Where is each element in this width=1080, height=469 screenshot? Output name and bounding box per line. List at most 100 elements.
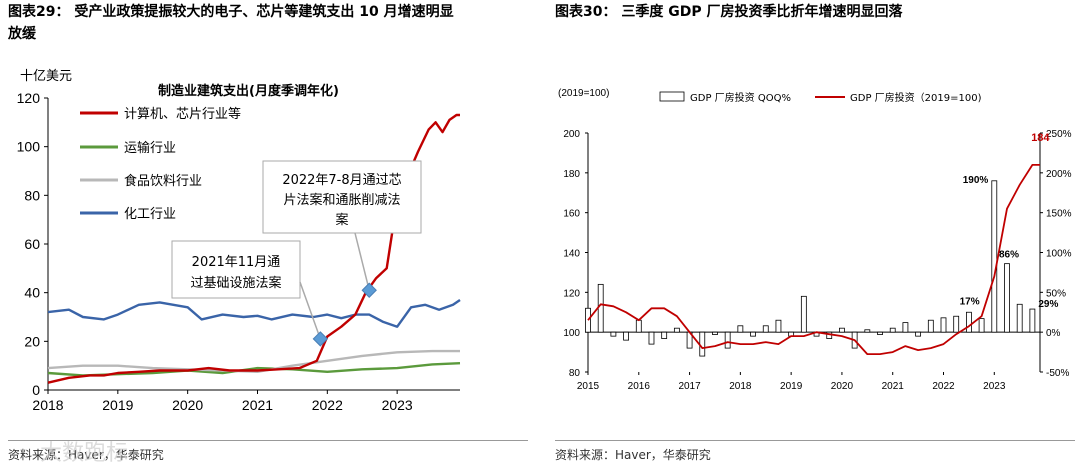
right-right-tick-label: 0%	[1046, 328, 1061, 339]
qoq-bar	[648, 331, 655, 345]
qoq-bar	[737, 325, 744, 333]
left-bottom-divider	[8, 440, 528, 441]
right-right-tick-label: -50%	[1046, 368, 1069, 379]
right-figure-title: 图表30： 三季度 GDP 厂房投资季比折年增速明显回落	[555, 4, 903, 20]
qoq-bar	[1004, 263, 1010, 333]
annotation-2-line2: 片法案和通胀削减法	[283, 193, 400, 208]
qoq-bar	[915, 331, 922, 337]
left-figure-title-line2: 放缓	[8, 26, 36, 42]
right-x-tick-label: 2021	[882, 381, 905, 392]
left-y-tick-label: 120	[17, 90, 41, 106]
legend-line-label: GDP 厂房投资（2019=100)	[850, 91, 982, 104]
qoq-bar	[597, 283, 604, 333]
qoq-bar	[699, 331, 706, 357]
qoq-bar	[877, 331, 883, 335]
right-x-tick-label: 2018	[729, 381, 752, 392]
qoq-bar	[1029, 308, 1036, 333]
qoq-bar	[762, 325, 769, 333]
right-right-tick-label: 200%	[1046, 169, 1072, 180]
legend-label-2: 运输行业	[124, 140, 176, 156]
left-y-tick-label: 40	[24, 285, 40, 301]
annotation-2-line3: 案	[335, 213, 348, 228]
left-x-tick-label: 2019	[102, 397, 133, 413]
qoq-bar	[978, 318, 985, 333]
right-right-tick-label: 250%	[1046, 129, 1072, 140]
legend-bar-swatch	[659, 91, 685, 102]
left-y-tick-label: 100	[17, 139, 41, 155]
annotation-chips-act: 2022年7-8月通过芯 片法案和通胀削减法 案	[262, 160, 422, 234]
bar-value-label: 190%	[963, 175, 989, 186]
left-plot-area: 0 20 40 60 80 100 120 2018 2019 2020 2021 2022 2023 计…	[17, 90, 461, 413]
legend-label-3: 食品饮料行业	[124, 173, 202, 189]
left-x-tick-label: 2021	[242, 397, 273, 413]
right-left-tick-label: 180	[563, 169, 580, 180]
right-left-tick-label: 140	[563, 249, 580, 260]
annotation-1-line2: 过基础设施法案	[190, 276, 281, 291]
left-source: 资料来源：Haver，华泰研究	[8, 448, 164, 462]
annotation-infrastructure-act: 2021年11月通 过基础设施法案	[171, 240, 301, 299]
qoq-bar	[750, 331, 756, 337]
left-x-tick-label: 2023	[382, 397, 413, 413]
right-x-tick-label: 2020	[831, 381, 854, 392]
qoq-bar	[623, 331, 629, 341]
qoq-bar	[635, 319, 642, 333]
line-end-label: 184	[1031, 132, 1050, 144]
right-x-tick-label: 2022	[932, 381, 955, 392]
qoq-bar	[953, 315, 960, 333]
left-y-axis-unit-label: 十亿美元	[20, 69, 72, 84]
factory-investment-line	[587, 163, 1040, 356]
qoq-bar	[927, 319, 934, 333]
right-left-tick-label: 200	[563, 129, 580, 140]
qoq-bar	[864, 329, 871, 333]
right-x-tick-label: 2016	[628, 381, 651, 392]
right-left-tick-label: 100	[563, 328, 580, 339]
qoq-bar	[610, 331, 617, 337]
bar-value-label: 29%	[1038, 299, 1058, 310]
qoq-bar	[800, 295, 807, 333]
left-series-line-3	[47, 349, 460, 373]
qoq-bar	[1016, 303, 1023, 333]
left-figure-title-line1: 图表29： 受产业政策提振较大的电子、芯片等建筑支出 10 月增速明显	[8, 4, 454, 20]
annotation-2-line1: 2022年7-8月通过芯	[282, 173, 401, 188]
right-plot-area: 80 100 120 140 160 180 200 -50% 0% 50% 100% 150% 200…	[563, 91, 1071, 392]
qoq-bar	[889, 327, 896, 333]
annotation-1-leader	[299, 281, 322, 340]
left-x-tick-label: 2018	[32, 397, 63, 413]
qoq-bar	[940, 317, 947, 333]
qoq-bar	[724, 331, 731, 349]
annotation-markers	[299, 232, 377, 347]
right-x-tick-label: 2017	[678, 381, 701, 392]
qoq-bar	[585, 307, 591, 333]
qoq-bar	[712, 331, 718, 335]
left-y-tick-label: 20	[24, 333, 40, 349]
left-y-tick-label: 0	[32, 382, 40, 398]
qoq-bar	[661, 331, 668, 339]
right-right-tick-label: 50%	[1046, 288, 1066, 299]
right-x-tick-label: 2023	[983, 381, 1006, 392]
right-right-tick-label: 100%	[1046, 249, 1072, 260]
qoq-bar	[775, 319, 782, 333]
qoq-bar	[991, 180, 998, 333]
legend-label-1: 计算机、芯片行业等	[124, 106, 241, 122]
left-y-tick-label: 60	[24, 236, 40, 252]
watermark: 大数跑标	[40, 441, 128, 466]
left-series-line-4	[47, 299, 461, 328]
right-left-axis-unit-label: (2019=100)	[558, 88, 609, 99]
right-source: 资料来源：Haver，华泰研究	[555, 448, 711, 462]
annotation-1-line1: 2021年11月通	[192, 255, 281, 270]
bar-value-label: 17%	[960, 297, 980, 308]
right-right-tick-label: 150%	[1046, 209, 1072, 220]
qoq-bar	[965, 311, 972, 333]
right-x-tick-label: 2015	[577, 381, 600, 392]
left-chart-title: 制造业建筑支出(月度季调年化)	[158, 83, 339, 99]
right-left-tick-label: 80	[569, 368, 581, 379]
bar-value-label: 86%	[999, 250, 1019, 261]
right-x-tick-label: 2019	[780, 381, 803, 392]
left-y-tick-label: 80	[24, 187, 40, 203]
annotation-marker-1	[312, 331, 329, 347]
annotation-2-leader	[354, 232, 370, 291]
left-x-tick-label: 2020	[172, 397, 203, 413]
right-left-tick-label: 160	[563, 209, 580, 220]
qoq-bar	[902, 322, 909, 333]
